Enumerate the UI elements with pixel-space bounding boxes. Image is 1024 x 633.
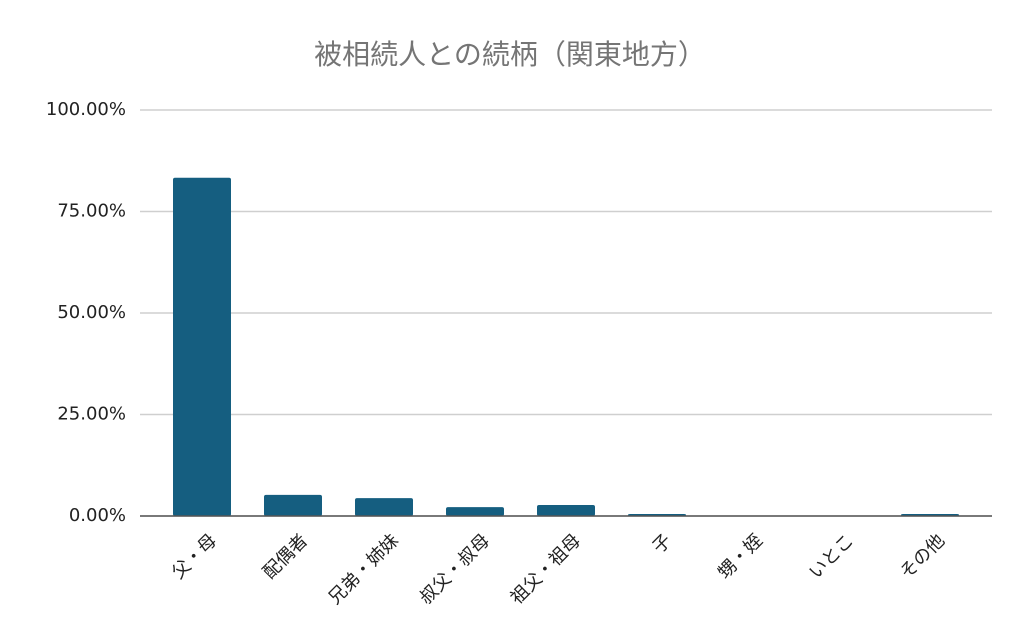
y-tick-label: 25.00% xyxy=(57,404,126,425)
x-tick-label: 叔父・叔母 xyxy=(416,530,494,608)
x-tick-label: 子 xyxy=(648,530,676,558)
y-tick-label: 0.00% xyxy=(69,505,126,526)
x-tick-label: 父・母 xyxy=(168,530,221,583)
bar xyxy=(264,494,322,516)
bar xyxy=(173,177,231,516)
y-tick-label: 75.00% xyxy=(57,201,126,222)
x-tick-label: 配偶者 xyxy=(259,530,312,583)
x-tick-label: その他 xyxy=(896,530,949,583)
bar xyxy=(446,507,504,516)
bar xyxy=(355,498,413,516)
x-tick-label: いとこ xyxy=(805,530,858,583)
x-tick-label: 祖父・祖母 xyxy=(507,530,585,608)
bar xyxy=(537,505,595,516)
x-tick-label: 兄弟・姉妹 xyxy=(325,530,403,608)
y-tick-label: 50.00% xyxy=(57,302,126,323)
chart-title: 被相続人との続柄（関東地方） xyxy=(314,38,706,71)
x-tick-label: 甥・姪 xyxy=(714,530,767,583)
y-tick-label: 100.00% xyxy=(46,99,126,120)
